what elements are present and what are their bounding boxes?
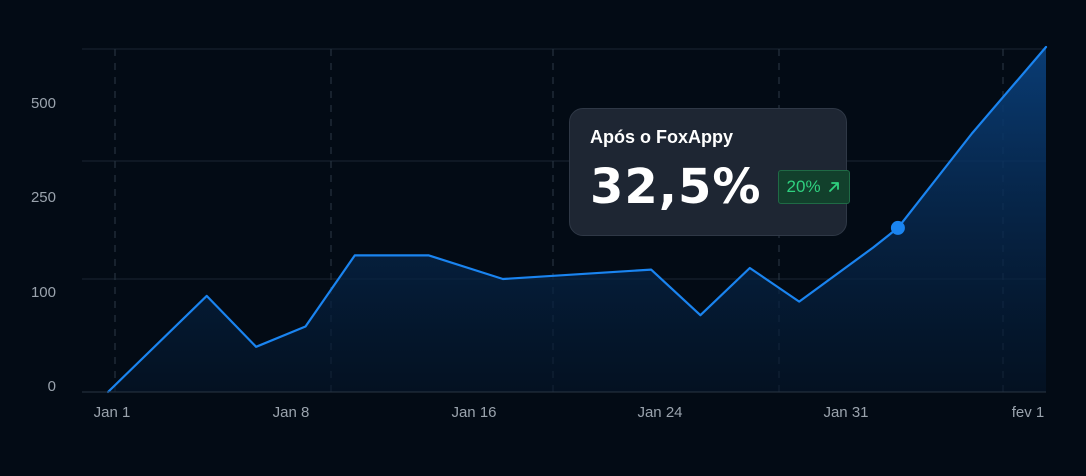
tooltip-value: 32,5% bbox=[590, 159, 762, 215]
x-tick-label: Jan 16 bbox=[451, 404, 496, 421]
change-badge-label: 20% bbox=[786, 177, 821, 196]
tooltip-row: 32,5% 20% bbox=[590, 159, 850, 215]
tooltip-title: Após o FoxAppy bbox=[590, 127, 733, 147]
y-tick-label: 500 bbox=[31, 95, 56, 112]
y-axis-labels: 500 250 100 0 bbox=[31, 95, 56, 395]
x-tick-label: fev 1 bbox=[1012, 404, 1045, 421]
tooltip-card: Após o FoxAppy 32,5% 20% bbox=[569, 108, 850, 236]
highlight-point[interactable] bbox=[890, 220, 905, 235]
y-tick-label: 100 bbox=[31, 284, 56, 301]
x-tick-label: Jan 24 bbox=[637, 404, 682, 421]
arrow-up-right-icon bbox=[828, 182, 839, 192]
x-tick-label: Jan 1 bbox=[94, 404, 131, 421]
y-tick-label: 0 bbox=[48, 378, 56, 395]
x-tick-label: Jan 8 bbox=[273, 404, 310, 421]
series-area bbox=[108, 47, 1046, 392]
x-axis-labels: Jan 1 Jan 8 Jan 16 Jan 24 Jan 31 fev 1 bbox=[94, 404, 1045, 421]
change-badge: 20% bbox=[777, 170, 850, 204]
y-tick-label: 250 bbox=[31, 189, 56, 206]
x-tick-label: Jan 31 bbox=[823, 404, 868, 421]
